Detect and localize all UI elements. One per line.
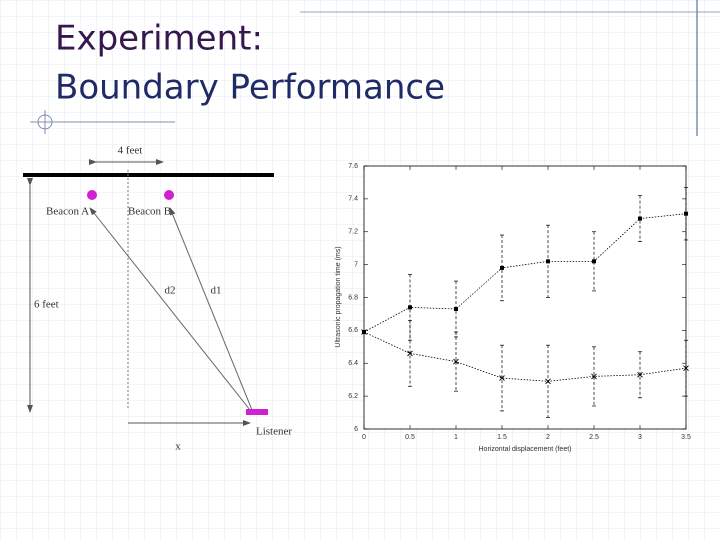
y-axis-label: Ultrasonic propagation time (ms) [335, 246, 342, 347]
y-tick-label: 6 [354, 426, 358, 433]
plot-area [363, 165, 687, 430]
y-tick-label: 7 [354, 261, 358, 268]
point [546, 259, 550, 264]
title: Experiment: [55, 19, 263, 59]
x-tick-label: 1.5 [497, 434, 507, 441]
label: x [175, 441, 181, 453]
point [499, 375, 505, 381]
wall [23, 173, 274, 177]
point [637, 371, 643, 378]
y-tick-label: 6.2 [348, 393, 358, 400]
label: Beacon A [46, 206, 89, 218]
y-tick-label: 6.8 [348, 294, 358, 301]
point [591, 373, 597, 380]
y-tick-label: 7.4 [348, 196, 358, 203]
beacon [164, 190, 174, 200]
x-tick-label: 0.5 [405, 434, 415, 441]
y-tick-label: 6.6 [348, 327, 358, 334]
point [500, 265, 504, 270]
point [453, 358, 459, 365]
label: d1 [211, 285, 222, 297]
point [407, 350, 413, 357]
arrow [169, 207, 253, 411]
point [408, 305, 412, 310]
diagram: 4 feet Beacon A Beacon B 6 feet d2 d1 Li… [23, 145, 292, 453]
arrow [89, 207, 251, 411]
x-tick-label: 3 [638, 434, 642, 441]
label: 4 feet [118, 145, 143, 157]
label: Listener [256, 426, 292, 438]
point [592, 259, 596, 264]
x-axis-label: Horizontal displacement (feet) [479, 446, 572, 453]
beacon [87, 190, 97, 200]
label: d2 [165, 285, 176, 297]
x-tick-label: 0 [362, 434, 366, 441]
point [361, 329, 367, 335]
x-tick-label: 1 [454, 434, 458, 441]
listener [246, 409, 268, 415]
point [684, 211, 688, 216]
x-tick-label: 3.5 [681, 434, 691, 441]
label: Beacon B [128, 206, 171, 218]
x-tick-label: 2 [546, 434, 550, 441]
point [638, 216, 642, 221]
y-tick-label: 6.4 [348, 360, 358, 367]
subtitle: Boundary Performance [55, 68, 445, 108]
label: 6 feet [34, 299, 59, 311]
series-line [363, 213, 687, 333]
point [683, 365, 689, 371]
x-tick-label: 2.5 [589, 434, 599, 441]
point [545, 378, 551, 385]
series-line [363, 331, 687, 382]
point [454, 307, 458, 312]
y-tick-label: 7.6 [348, 163, 358, 170]
y-tick-label: 7.2 [348, 229, 358, 236]
